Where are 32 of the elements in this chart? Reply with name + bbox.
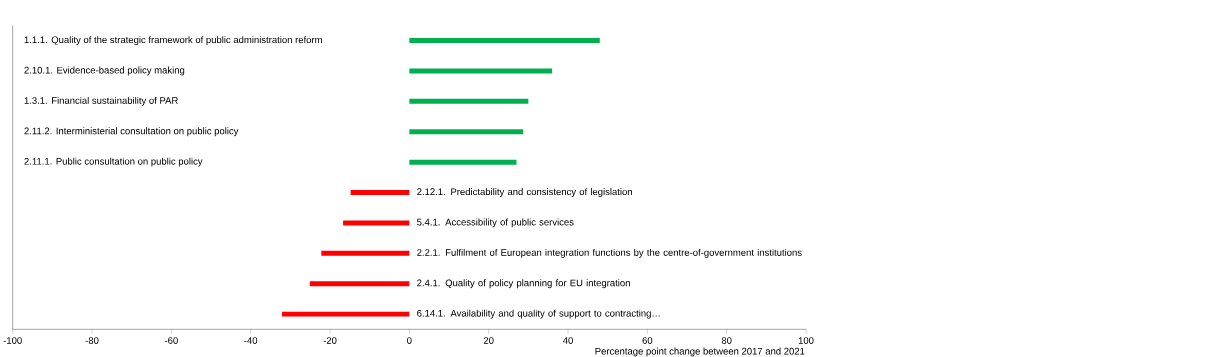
x-axis-title: Percentage point change between 2017 and 2021	[595, 347, 805, 357]
bar	[409, 37, 600, 43]
x-tick-label: -100	[3, 337, 22, 344]
x-tick-label: 0	[407, 337, 412, 344]
y-tick-label: 5.4.1. Accessibility of public services	[417, 218, 574, 228]
x-tick-label: 20	[483, 337, 494, 344]
y-tick-label: 1.1.1. Quality of the strategic framework of public administration reform	[24, 35, 322, 45]
bar	[409, 68, 553, 74]
bar	[309, 281, 410, 287]
x-tick-label: -40	[244, 337, 258, 344]
y-tick-label: 2.10.1. Evidence-based policy making	[24, 66, 185, 76]
x-tick-label: 40	[562, 337, 573, 344]
bar	[350, 189, 410, 195]
bar	[282, 311, 410, 317]
x-tick-label: 100	[798, 337, 814, 344]
bar	[409, 129, 524, 135]
bar	[409, 98, 529, 104]
x-tick-label: 80	[721, 337, 732, 344]
y-tick-label: 2.2.1. Fulfilment of European integration functions by the centre-of-government institutions	[417, 248, 802, 258]
bar	[409, 159, 517, 165]
bar	[343, 220, 410, 226]
y-tick-label: 6.14.1. Availability and quality of support to contracting…	[417, 309, 660, 319]
y-tick-label: 2.12.1. Predictability and consistency of legislation	[417, 187, 632, 197]
y-tick-label: 2.11.2. Interministerial consultation on public policy	[24, 127, 239, 137]
y-tick-label: 2.11.1. Public consultation on public policy	[24, 157, 203, 167]
x-tick-label: -60	[164, 337, 178, 344]
x-tick-label: -80	[85, 337, 99, 344]
y-tick-label: 1.3.1. Financial sustainability of PAR	[24, 96, 178, 106]
y-tick-label: 2.4.1. Quality of policy planning for EU integration	[417, 279, 630, 288]
bar	[321, 250, 410, 256]
x-tick-label: 60	[642, 337, 653, 344]
x-tick-label: -20	[323, 337, 337, 344]
